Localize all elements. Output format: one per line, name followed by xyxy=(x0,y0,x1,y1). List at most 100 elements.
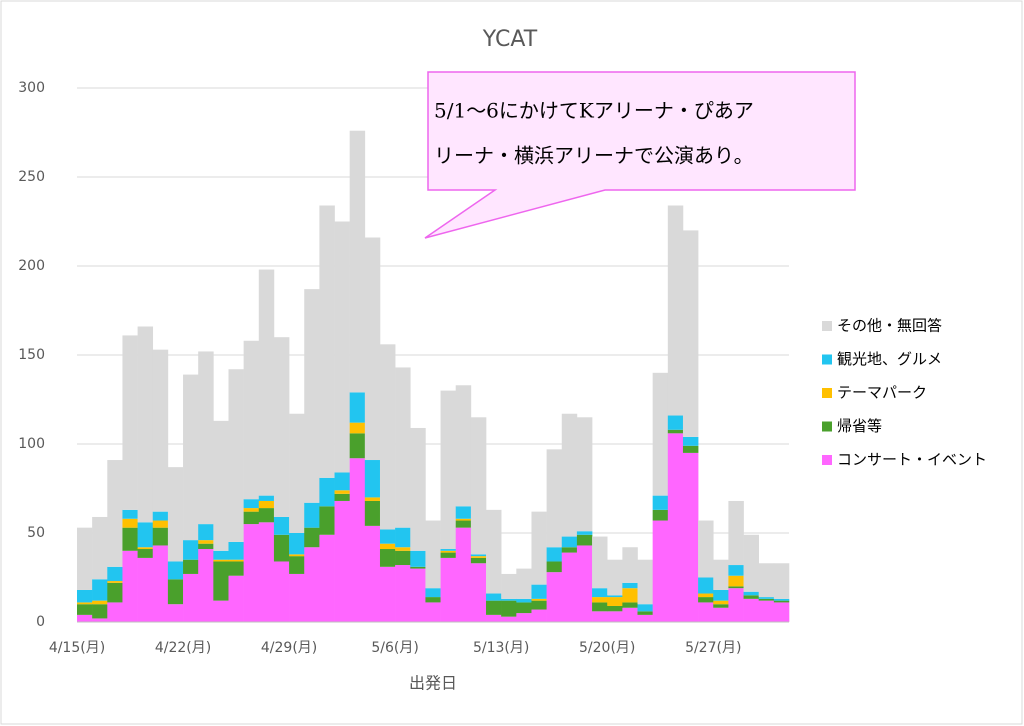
bar-segment xyxy=(228,561,244,576)
bar-segment xyxy=(561,547,578,553)
bar-segment xyxy=(319,534,335,622)
bar-segment xyxy=(607,559,623,596)
bar-segment xyxy=(546,547,563,562)
bar-segment xyxy=(289,556,305,574)
bar-segment xyxy=(576,534,593,546)
bar-segment xyxy=(379,549,396,567)
bar-segment xyxy=(410,427,426,551)
bar-segment xyxy=(682,436,699,446)
bar-segment xyxy=(652,495,669,510)
bar-segment xyxy=(289,573,305,622)
bar-segment xyxy=(243,508,260,512)
bar-segment xyxy=(213,550,229,560)
bar-segment xyxy=(273,337,290,517)
bar-segment xyxy=(167,467,184,562)
bar-segment xyxy=(743,595,760,599)
bar-segment xyxy=(531,511,547,585)
bar-segment xyxy=(334,493,350,501)
callout-text: 5/1～6にかけてKアリーナ・ぴあア xyxy=(434,99,754,123)
x-tick-label: 5/27(月) xyxy=(685,640,741,656)
bar-segment xyxy=(213,561,229,601)
bar-segment xyxy=(364,237,381,461)
bar-segment xyxy=(349,422,366,434)
bar-segment xyxy=(637,604,653,612)
bar-segment xyxy=(77,602,93,605)
legend-swatch xyxy=(822,354,832,365)
plot-area: 0 50 100 150 200 250 300 4/15(月) 4/22(月) 4/29(月) 5… xyxy=(18,80,790,656)
bar-segment xyxy=(682,452,699,622)
bar-segment xyxy=(410,566,426,569)
bar-segment xyxy=(622,582,638,589)
bar-segment xyxy=(198,524,214,541)
bar-segment xyxy=(243,511,260,525)
bar-segment xyxy=(728,565,744,576)
bar-segment xyxy=(122,527,138,551)
bar-segment xyxy=(652,509,669,521)
bar-segment xyxy=(516,613,532,622)
bar-segment xyxy=(440,557,457,622)
bar-segment xyxy=(304,289,320,503)
bar-segment xyxy=(379,543,396,550)
bar-segment xyxy=(546,572,563,622)
bar-segment xyxy=(546,561,563,573)
bar-segment xyxy=(304,547,320,622)
x-tick-label: 5/13(月) xyxy=(473,640,529,656)
bar-segment xyxy=(501,616,517,622)
bar-segment xyxy=(592,536,608,589)
bar-segment xyxy=(652,372,669,496)
bar-segment xyxy=(77,589,93,603)
bar-segment xyxy=(486,600,502,615)
bar-segment xyxy=(698,602,714,622)
bar-segment xyxy=(319,477,335,507)
bar-segment xyxy=(728,575,744,587)
bar-segment xyxy=(137,326,154,523)
bar-segment xyxy=(607,595,623,598)
bar-segment xyxy=(379,529,396,544)
bar-segment xyxy=(592,602,608,612)
bar-segment xyxy=(122,335,138,510)
bar-segment xyxy=(667,429,684,434)
legend-label: テーマパーク xyxy=(837,384,927,402)
legend-label: その他・無回答 xyxy=(837,317,942,335)
x-tick-label: 4/29(月) xyxy=(261,640,317,656)
legend-label: コンサート・イベント xyxy=(837,451,987,469)
bar-segment xyxy=(213,420,229,551)
bar-segment xyxy=(228,369,244,542)
bar-segment xyxy=(258,522,275,622)
bar-segment xyxy=(425,588,441,598)
bar-segment xyxy=(107,460,123,567)
bar-segment xyxy=(622,607,638,622)
bar-segment xyxy=(243,524,260,622)
bar-segment xyxy=(364,500,381,526)
bar-segment xyxy=(455,385,472,507)
bar-segment xyxy=(637,559,653,605)
bar-segment xyxy=(107,581,123,583)
legend-swatch xyxy=(822,421,832,432)
bar-segment xyxy=(183,540,199,560)
bar-segment xyxy=(137,549,154,558)
bar-segment xyxy=(319,506,335,535)
bar-segment xyxy=(349,130,366,393)
bar-segment xyxy=(107,602,123,622)
y-tick-label: 50 xyxy=(27,525,45,541)
bar-segment xyxy=(319,205,335,478)
bar-segment xyxy=(198,543,214,550)
bar-segment xyxy=(682,230,699,437)
legend-label: 観光地、グルメ xyxy=(837,350,942,368)
bar-segment xyxy=(713,600,729,605)
bar-segment xyxy=(167,604,184,622)
bar-segment xyxy=(334,472,350,491)
bar-segment xyxy=(304,527,320,548)
bar-segment xyxy=(273,561,290,622)
bar-segment xyxy=(773,600,790,603)
bar-segment xyxy=(289,554,305,557)
bar-segment xyxy=(183,374,199,541)
bar-segment xyxy=(152,520,169,528)
bar-segment xyxy=(607,597,623,606)
bar-segment xyxy=(349,433,366,459)
bar-segment xyxy=(561,552,578,622)
bar-segment xyxy=(576,531,593,535)
bar-segment xyxy=(152,349,169,512)
bar-segment xyxy=(258,495,275,501)
